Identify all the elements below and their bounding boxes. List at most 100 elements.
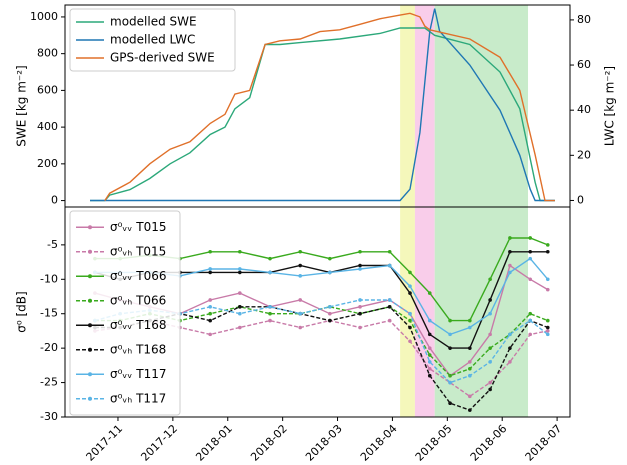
series-marker	[328, 311, 332, 316]
series-marker	[427, 332, 432, 337]
y-tick-label: 0	[51, 194, 58, 207]
series-marker	[298, 298, 303, 302]
legend-marker	[88, 274, 92, 279]
series-marker	[208, 270, 212, 275]
y-tick-label: 200	[37, 157, 58, 170]
series-marker	[508, 346, 512, 350]
series-marker	[508, 263, 512, 268]
series-marker	[508, 360, 512, 364]
legend-marker	[88, 347, 92, 352]
series-marker	[238, 305, 242, 309]
series-marker	[427, 291, 432, 295]
series-marker	[408, 339, 412, 344]
legend-marker	[88, 396, 92, 401]
legend-marker	[88, 372, 92, 377]
series-marker	[408, 270, 412, 275]
x-tick-label: 2018-06	[468, 422, 510, 464]
series-marker	[427, 318, 432, 323]
series-marker	[545, 329, 550, 333]
series-marker	[528, 236, 533, 240]
legend-marker	[88, 323, 92, 328]
series-marker	[427, 360, 432, 364]
series-marker	[208, 305, 212, 309]
series-marker	[488, 360, 492, 364]
series-marker	[508, 249, 512, 254]
series-marker	[238, 270, 242, 275]
series-marker	[298, 325, 303, 330]
x-tick-label: 2018-02	[248, 422, 290, 464]
legend-box	[69, 210, 181, 416]
series-marker	[208, 267, 212, 271]
series-marker	[238, 249, 242, 254]
y2-tick-label: 40	[577, 103, 591, 116]
x-tick-label: 2018-07	[523, 422, 565, 464]
series-marker	[448, 318, 452, 323]
shaded-period	[414, 5, 435, 207]
series-marker	[468, 318, 472, 323]
legend-marker	[88, 249, 92, 254]
series-marker	[208, 318, 212, 323]
x-tick-label: 2017-12	[138, 422, 180, 464]
series-marker	[387, 298, 392, 302]
shaded-period	[434, 5, 529, 207]
legend-label: σ⁰ᵥᵥ T117	[110, 367, 166, 381]
x-tick-label: 2018-03	[303, 422, 345, 464]
series-marker	[358, 325, 362, 330]
series-marker	[545, 332, 550, 337]
y-tick-label: 1000	[30, 10, 58, 23]
series-marker	[408, 325, 412, 330]
series-marker	[328, 256, 332, 261]
legend-label: σ⁰ᵥₕ T117	[110, 391, 166, 405]
y-tick-label: -20	[40, 341, 58, 354]
series-marker	[448, 346, 452, 350]
legend: modelled SWE modelled LWC GPS-derived SWE	[69, 8, 236, 72]
legend-marker	[88, 298, 92, 303]
legend-label: GPS-derived SWE	[110, 51, 215, 65]
series-marker	[545, 287, 550, 292]
series-marker	[448, 401, 452, 406]
series-marker	[268, 270, 272, 275]
series-marker	[358, 249, 362, 254]
series-marker	[545, 325, 550, 330]
shaded-period	[400, 5, 415, 207]
series-marker	[268, 256, 272, 261]
series-marker	[408, 284, 412, 288]
series-marker	[358, 298, 362, 302]
x-tick-label: 2018-05	[413, 422, 455, 464]
legend-label: σ⁰ᵥᵥ T168	[110, 318, 166, 332]
series-marker	[387, 305, 392, 309]
series-marker	[387, 263, 392, 268]
series-marker	[468, 408, 472, 412]
series-marker	[387, 249, 392, 254]
series-marker	[545, 249, 550, 254]
series-line	[90, 8, 555, 202]
series-marker	[427, 373, 432, 378]
series-marker	[427, 367, 432, 371]
legend-label: modelled SWE	[110, 15, 197, 29]
series-marker	[528, 256, 533, 261]
series-marker	[508, 236, 512, 240]
plot-frame	[64, 206, 571, 418]
series-marker	[528, 332, 533, 337]
series-marker	[238, 311, 242, 316]
y-tick-label: -5	[47, 238, 58, 251]
x-tick-label: 2018-04	[358, 422, 400, 464]
series-marker	[268, 311, 272, 316]
series-marker	[298, 274, 303, 278]
series-marker	[358, 263, 362, 268]
series-marker	[408, 291, 412, 295]
series-marker	[528, 318, 533, 323]
y-tick-label: -25	[40, 376, 58, 389]
y2-axis-label: LWC [kg m⁻²]	[603, 66, 617, 146]
legend-marker	[88, 225, 92, 230]
y-tick-label: -30	[40, 410, 58, 423]
series-marker	[545, 243, 550, 247]
series-marker	[238, 325, 242, 330]
y2-tick-label: 0	[577, 193, 584, 206]
series-marker	[298, 249, 303, 254]
series-marker	[488, 298, 492, 302]
series-marker	[238, 267, 242, 271]
legend: σ⁰ᵥᵥ T015 σ⁰ᵥₕ T015 σ⁰ᵥᵥ T066 σ⁰ᵥₕ T066 σ⁰ᵥᵥ…	[69, 210, 181, 416]
series-marker	[488, 311, 492, 316]
legend-box	[69, 8, 236, 72]
